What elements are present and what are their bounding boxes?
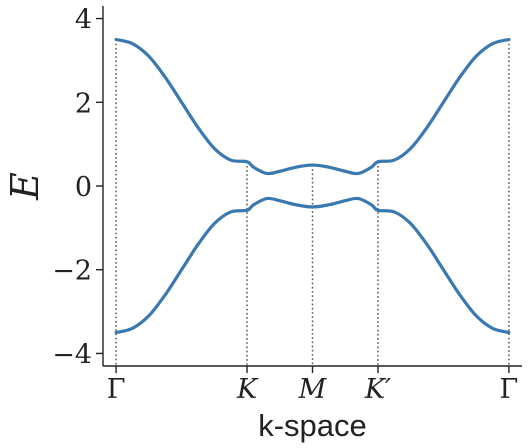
high-symmetry-guides [115, 39, 510, 366]
y-tick-label: 2 [75, 88, 92, 119]
y-tick-label: −2 [52, 256, 92, 287]
x-tick-label: Γ [107, 374, 126, 405]
x-tick-label: K [236, 374, 259, 405]
y-tick-label: −4 [52, 339, 92, 370]
y-axis-label: E [3, 172, 47, 201]
upper-band-line [114, 37, 511, 176]
band-series [114, 37, 511, 335]
x-ticks: Γ K M K′ Γ [107, 366, 519, 405]
y-ticks: −4 −2 0 2 4 [52, 5, 103, 370]
y-tick-label: 0 [75, 172, 92, 203]
x-axis-label: k-space [258, 408, 367, 443]
x-tick-label: M [298, 374, 328, 405]
x-tick-label: K′ [364, 374, 391, 405]
y-tick-label: 4 [75, 5, 92, 36]
x-tick-label: Γ [500, 374, 519, 405]
lower-band-line [114, 196, 511, 335]
